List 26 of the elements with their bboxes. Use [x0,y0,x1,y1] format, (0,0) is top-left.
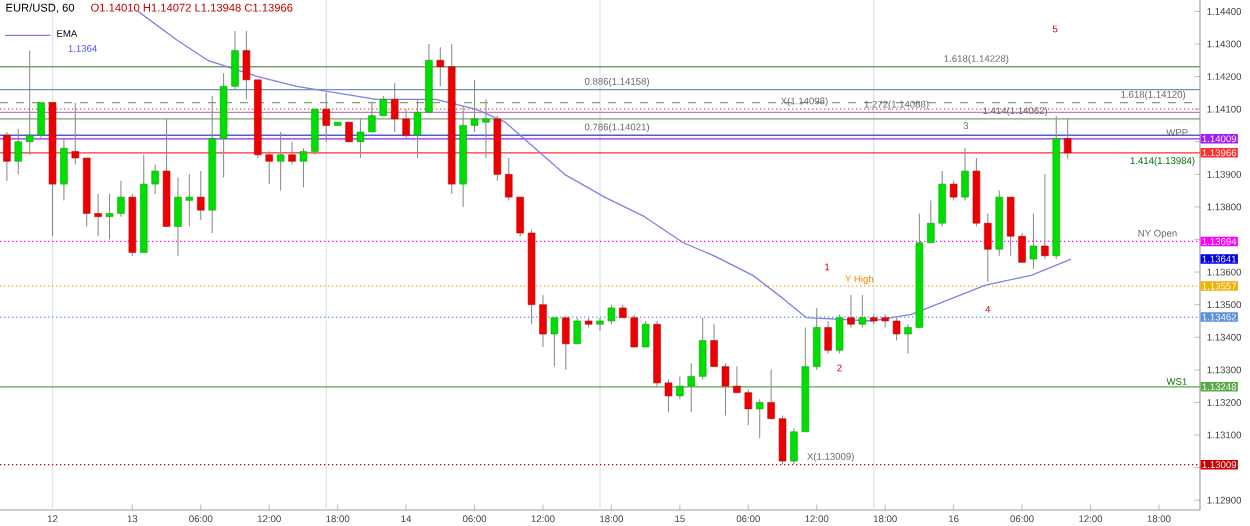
candlestick [641,320,650,348]
candlestick [949,180,958,201]
candlestick [755,398,764,439]
candlestick [824,320,832,355]
candlestick [1029,212,1038,270]
candlestick [573,317,581,345]
candlestick [288,141,296,166]
candlestick [550,317,559,368]
candlestick [71,102,80,166]
candlestick [14,128,23,175]
candlestick [276,131,285,192]
candlestick [847,294,855,329]
candlestick [858,294,867,329]
candlestick [813,307,821,371]
candlestick [3,131,11,182]
candlestick [1041,173,1049,260]
candlestick [1063,117,1072,160]
candlestick [197,170,205,221]
candlestick [961,147,969,201]
candlestick [835,313,844,355]
candlestick [60,137,68,201]
candlestick [562,317,570,371]
candlestick [698,317,707,381]
candlestick [345,121,353,143]
candlestick [322,92,330,143]
candlestick [436,46,445,87]
